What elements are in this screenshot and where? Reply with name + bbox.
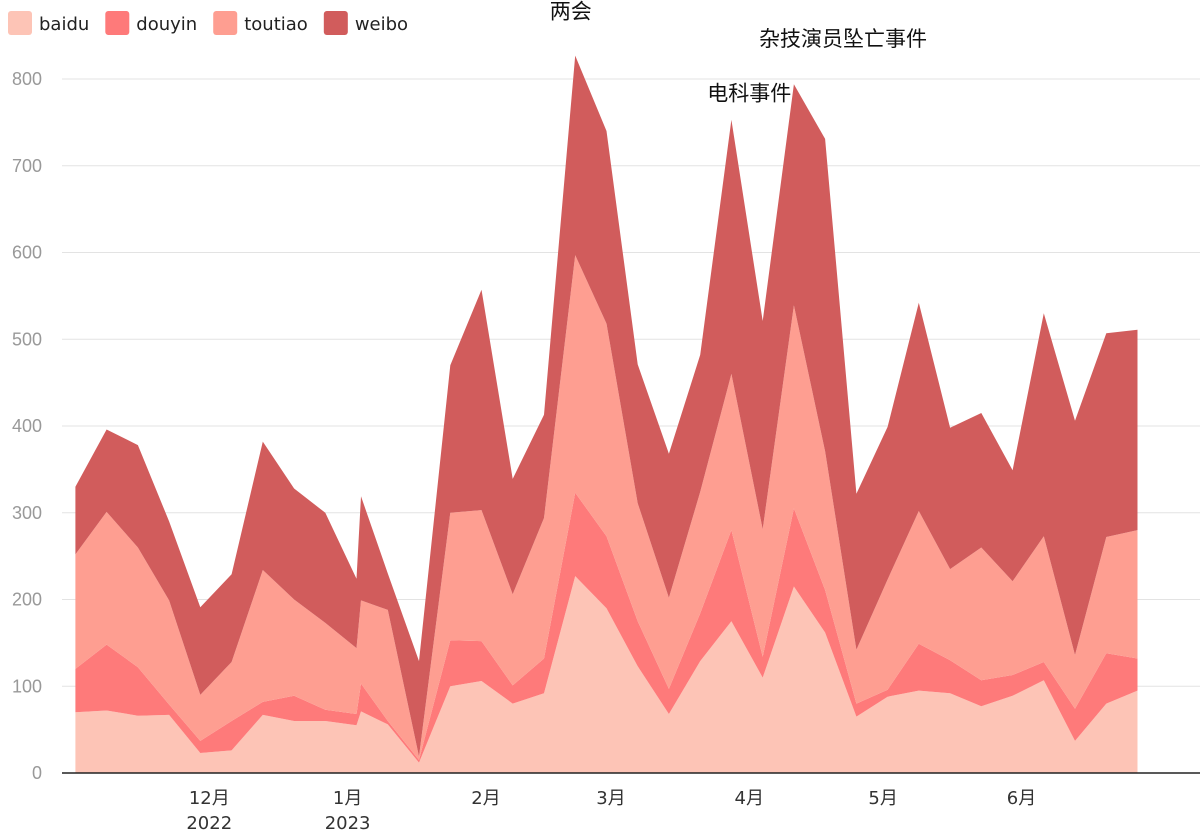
y-tick-label: 600 — [12, 243, 42, 263]
area-series — [75, 55, 1138, 773]
x-tick-label: 2月 — [471, 788, 500, 809]
y-tick-label: 400 — [12, 416, 42, 436]
y-axis-ticks: 0 100 200 300 400 500 600 700 800 — [12, 69, 42, 783]
legend: baidu douyin toutiao weibo — [8, 11, 408, 35]
x-tick-label: 4月 — [735, 788, 764, 809]
legend-label-weibo: weibo — [355, 14, 408, 35]
x-tick-year-label: 2023 — [325, 813, 371, 833]
area-series-weibo — [75, 55, 1138, 757]
area-series-douyin — [75, 492, 1138, 763]
annotation-label: 两会 — [550, 0, 592, 23]
annotation-label: 电科事件 — [707, 82, 791, 106]
x-axis-ticks: 12月 2022 1月 2023 2月 3月 4月 5月 6月 — [186, 788, 1036, 833]
x-tick-year-label: 2022 — [186, 813, 232, 833]
x-tick-label: 12月 — [189, 788, 230, 809]
y-tick-label: 700 — [12, 156, 42, 176]
x-tick-label: 3月 — [596, 788, 625, 809]
legend-label-douyin: douyin — [136, 14, 197, 35]
x-tick-label: 6月 — [1007, 788, 1036, 809]
legend-swatch-weibo — [323, 11, 348, 35]
legend-label-baidu: baidu — [39, 14, 89, 35]
y-tick-label: 800 — [12, 69, 42, 89]
y-tick-label: 200 — [12, 590, 42, 610]
y-tick-label: 0 — [32, 763, 42, 783]
x-tick-label: 5月 — [868, 788, 897, 809]
legend-swatch-toutiao — [213, 11, 238, 35]
y-tick-label: 500 — [12, 329, 42, 349]
annotation-label: 杂技演员坠亡事件 — [759, 27, 927, 51]
y-tick-label: 100 — [12, 676, 42, 696]
area-series-baidu — [75, 576, 1138, 773]
x-tick-label: 1月 — [333, 788, 362, 809]
legend-swatch-douyin — [105, 11, 130, 35]
legend-label-toutiao: toutiao — [244, 14, 308, 35]
legend-swatch-baidu — [8, 11, 32, 35]
y-tick-label: 300 — [12, 503, 42, 523]
area-series-toutiao — [75, 255, 1138, 760]
